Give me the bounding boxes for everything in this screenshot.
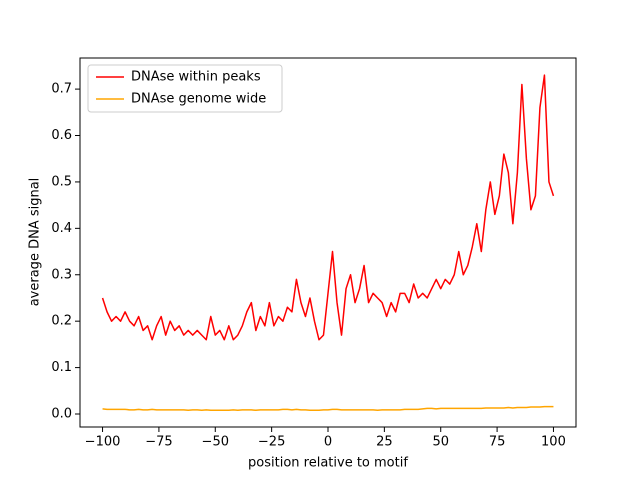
y-tick-label: 0.0 [51,407,72,422]
data-line [101,74,555,341]
y-tick-label: 0.2 [51,314,72,329]
y-axis-label: average DNA signal [28,178,43,307]
plot-frame [79,57,577,428]
x-tick-label: 50 [432,435,449,450]
legend-label: DNAse genome wide [131,92,266,107]
x-axis-label: position relative to motif [248,456,408,471]
legend-box [87,64,283,113]
legend-label: DNAse within peaks [131,70,261,85]
x-tick-label: −25 [258,435,285,450]
x-tick-label: −50 [202,435,229,450]
x-tick-label: −100 [85,435,121,450]
x-tick-label: 100 [541,435,566,450]
data-line [102,405,554,412]
y-tick-label: 0.7 [51,82,72,97]
y-tick-label: 0.1 [51,360,72,375]
x-tick-label: 75 [489,435,506,450]
x-tick-label: −75 [145,435,172,450]
y-tick-label: 0.3 [51,267,72,282]
y-tick-label: 0.6 [51,128,72,143]
y-tick-label: 0.4 [51,221,72,236]
x-tick-label: 25 [376,435,393,450]
x-tick-label: 0 [324,435,332,450]
y-tick-label: 0.5 [51,174,72,189]
